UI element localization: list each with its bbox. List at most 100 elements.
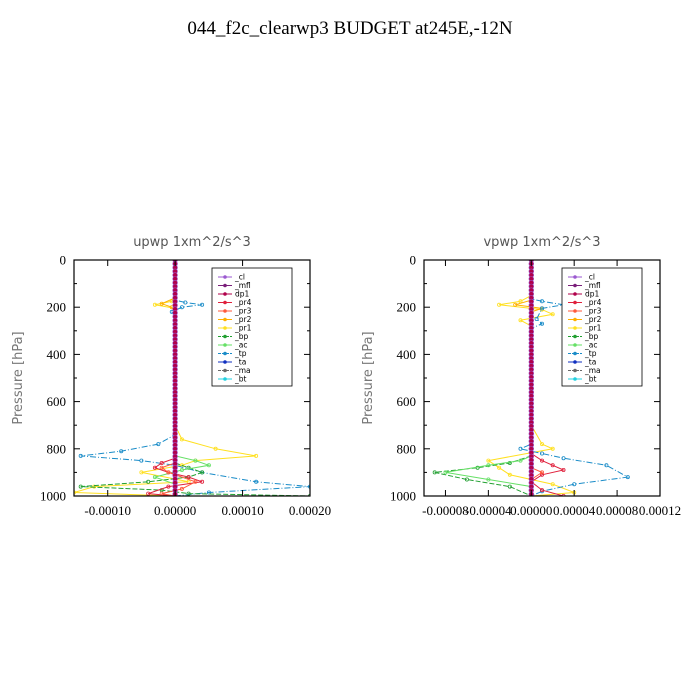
data-point (625, 475, 630, 480)
data-point (486, 458, 491, 463)
legend-entry: _pr1 (568, 324, 602, 333)
data-point (78, 484, 83, 489)
y-tick-label: 800 (47, 441, 67, 456)
data-point (254, 453, 259, 458)
x-tick-label: 0.00020 (289, 503, 331, 518)
legend-entry: _mfl (568, 281, 601, 290)
legend-marker (573, 300, 577, 305)
data-point (186, 491, 191, 496)
legend-marker (573, 292, 577, 296)
data-point (159, 465, 164, 470)
data-point (92, 484, 97, 489)
y-tick-label: 1000 (40, 489, 66, 504)
legend-marker (573, 360, 577, 364)
data-point (534, 316, 539, 321)
legend-entry: _ma (568, 366, 601, 375)
legend-marker (223, 283, 227, 288)
legend-label: _ta (234, 358, 246, 367)
series-bp (432, 260, 534, 496)
data-point (540, 488, 545, 493)
y-tick-label: 200 (47, 300, 67, 315)
x-tick-label: 0.00000 (510, 503, 552, 518)
legend-label: _pr4 (584, 298, 602, 307)
data-point (572, 482, 577, 487)
legend-entry: _pr3 (568, 307, 602, 316)
legend-entry: _tp (218, 349, 247, 358)
legend-label: _tp (584, 349, 597, 358)
legend-label: _pr2 (234, 315, 252, 324)
legend-marker (223, 300, 227, 305)
legend-entry: _bp (568, 332, 599, 341)
data-point (486, 477, 491, 482)
data-point (159, 301, 164, 306)
data-point (156, 442, 161, 447)
data-point (183, 300, 188, 305)
chart-panel-1: upwp 1xm^2/s^3 Pressure [hPa] 0 200 400 600 80… (11, 235, 331, 518)
legend-marker (573, 317, 577, 322)
x-tick-label: -0.00010 (84, 503, 131, 518)
legend: _cl_mfldp1_pr4_pr3_pr2_pr1_bp_ac_tp_ta_m… (211, 267, 293, 387)
data-point (152, 302, 157, 307)
legend-marker (573, 343, 577, 347)
legend-marker (573, 275, 577, 279)
legend-entry: dp1 (218, 290, 250, 299)
data-point (518, 458, 523, 463)
data-point (540, 451, 545, 456)
series-pr4 (529, 260, 566, 496)
legend-marker (573, 351, 577, 356)
legend-marker (223, 275, 227, 279)
data-point (507, 460, 512, 465)
legend-entry: _ac (218, 341, 247, 350)
data-point (486, 463, 491, 468)
y-tick-label: 1000 (390, 489, 416, 504)
legend-marker (573, 368, 577, 373)
legend-marker (223, 368, 227, 373)
series-pr2 (513, 260, 545, 496)
data-point (206, 463, 211, 468)
legend-label: _pr1 (234, 324, 252, 333)
legend-entry: _pr4 (568, 298, 602, 307)
legend-label: _pr3 (584, 307, 602, 316)
data-point (497, 302, 502, 307)
legend-entry: _bt (568, 375, 597, 384)
plot-area (74, 260, 310, 496)
legend-label: dp1 (235, 290, 250, 299)
legend-label: _pr3 (234, 307, 252, 316)
legend-entry: _ma (218, 366, 251, 375)
data-point (497, 465, 502, 470)
y-tick-label: 200 (397, 300, 417, 315)
x-tick-label: 0.00004 (553, 503, 596, 518)
x-tick-label: -0.00008 (422, 503, 469, 518)
data-point (179, 437, 184, 442)
data-point (152, 465, 157, 470)
legend-label: _ta (584, 358, 596, 367)
legend-marker (223, 292, 227, 296)
y-axis-label: Pressure [hPa] (11, 331, 26, 424)
y-tick-label: 0 (410, 253, 417, 268)
y-tick-label: 600 (47, 394, 67, 409)
data-point (166, 484, 171, 489)
data-point (200, 302, 205, 307)
data-point (119, 449, 124, 454)
legend-label: _pr2 (584, 315, 602, 324)
legend-entry: _pr2 (218, 315, 252, 324)
legend-label: _ma (584, 366, 601, 375)
legend-marker (223, 343, 227, 347)
legend-label: _bp (584, 332, 599, 341)
data-point (540, 321, 545, 326)
y-tick-label: 600 (397, 394, 417, 409)
legend-label: _bt (584, 375, 597, 384)
series-ac (443, 260, 534, 496)
legend-entry: _cl (568, 273, 595, 282)
data-point (464, 477, 469, 482)
legend-label: _tp (234, 349, 247, 358)
legend-entry: _pr1 (218, 324, 252, 333)
legend-label: _pr4 (234, 298, 252, 307)
series-line (153, 260, 211, 496)
legend-marker (223, 317, 227, 322)
legend-entry: _ta (218, 358, 246, 367)
data-point (540, 299, 545, 304)
data-point (513, 302, 518, 307)
data-point (550, 446, 555, 451)
data-point (146, 491, 151, 496)
